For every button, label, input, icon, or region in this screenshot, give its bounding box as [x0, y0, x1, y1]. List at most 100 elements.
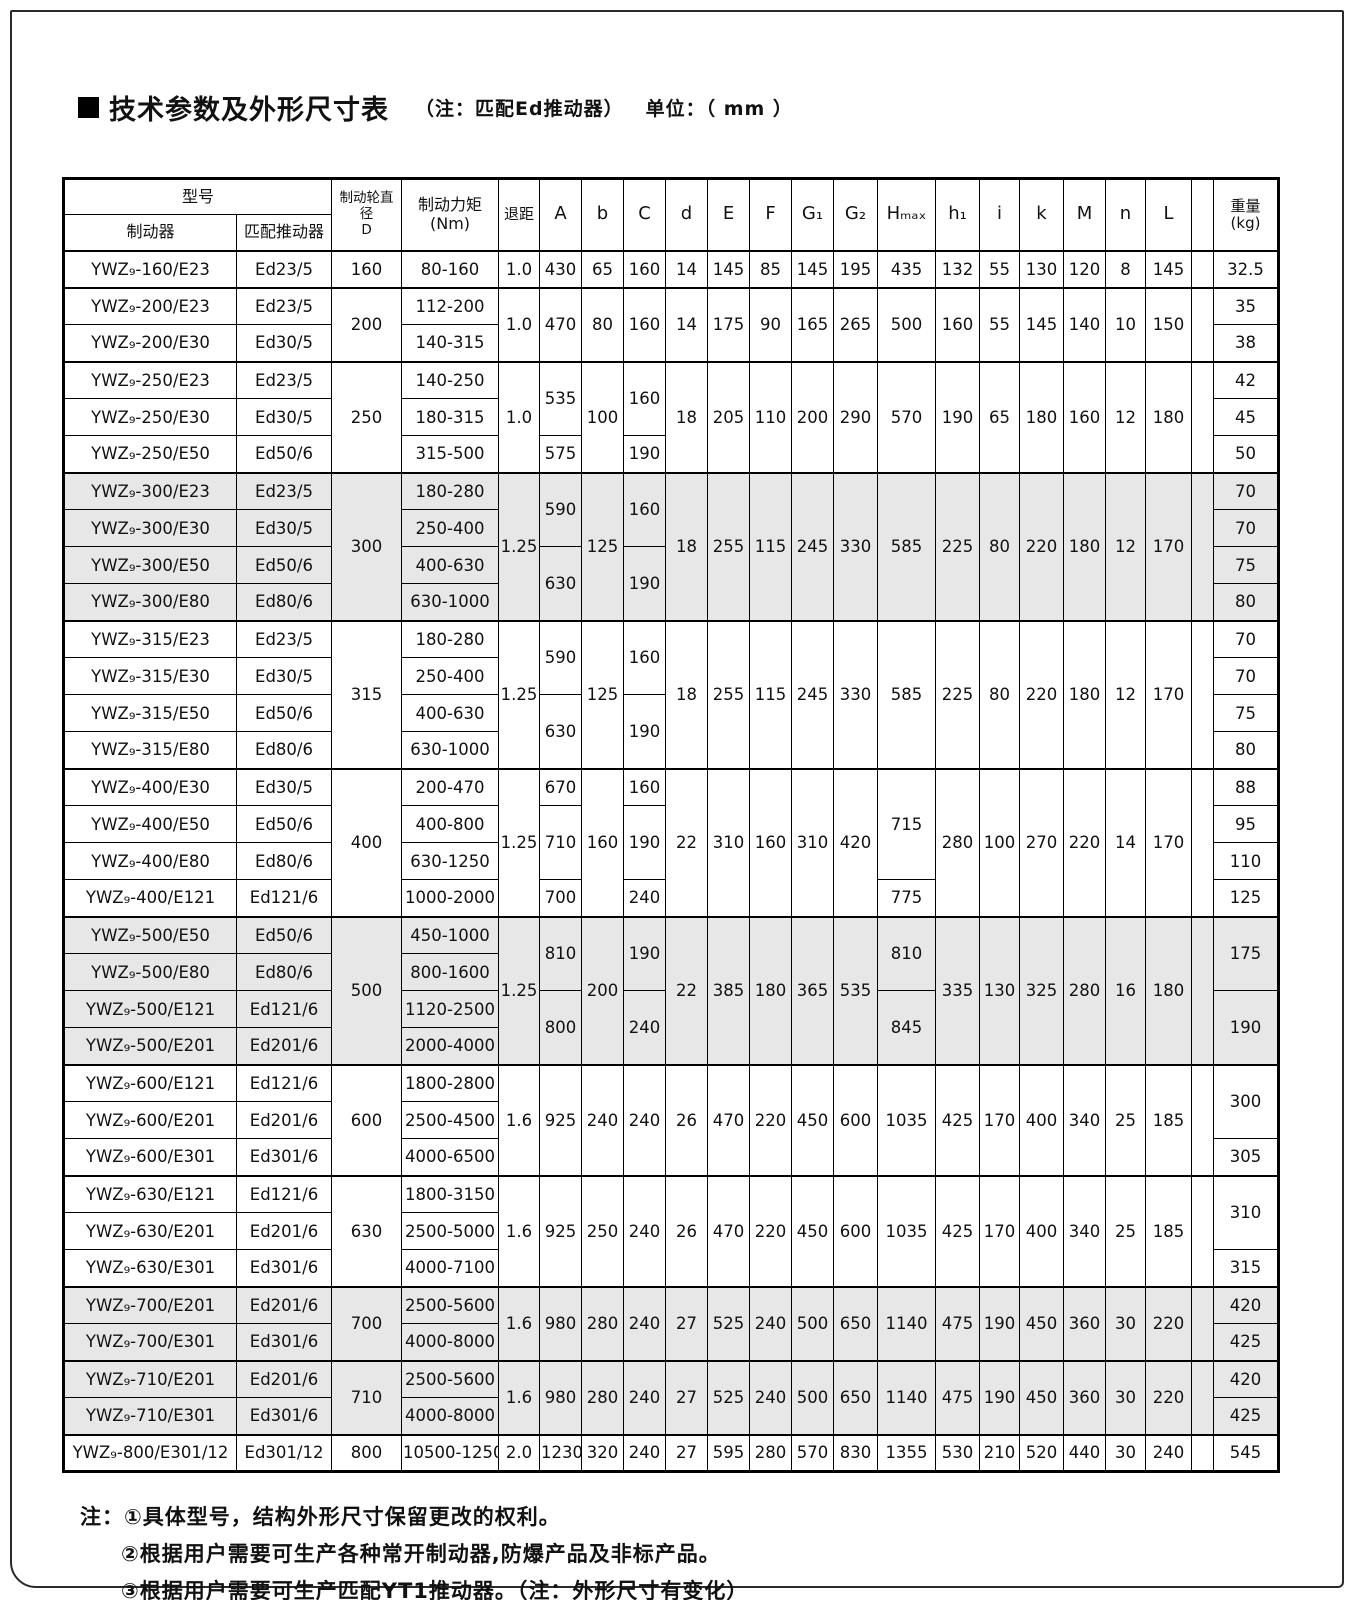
- table-cell: 800: [539, 990, 583, 1065]
- column-header: G₁: [791, 178, 835, 251]
- table-cell: 300: [1213, 1063, 1280, 1139]
- table-cell: 1800-2800: [401, 1063, 500, 1102]
- table-cell: 22: [665, 767, 709, 917]
- table-cell: 400-630: [401, 546, 500, 584]
- table-cell: 980: [539, 1359, 583, 1435]
- column-header: M: [1063, 178, 1107, 251]
- table-cell: 112-200: [401, 286, 500, 325]
- table-cell: [1191, 619, 1215, 769]
- table-cell: Ed121/6: [235, 1063, 333, 1102]
- table-cell: 220: [1145, 1359, 1193, 1435]
- column-header: 制动轮直径 D: [331, 178, 403, 251]
- table-cell: 65: [979, 360, 1021, 473]
- table-cell: 280: [935, 767, 981, 917]
- table-cell: 340: [1063, 1174, 1107, 1287]
- table-cell: 245: [791, 619, 835, 769]
- table-cell: 160: [581, 767, 625, 917]
- table-cell: Ed50/6: [235, 435, 333, 473]
- table-cell: YWZ₉-700/E201: [63, 1285, 237, 1324]
- table-cell: 160: [623, 767, 667, 806]
- table-cell: 200: [791, 360, 835, 473]
- column-header: 制动器: [63, 214, 237, 251]
- table-cell: 18: [665, 360, 709, 473]
- column-header: E: [707, 178, 751, 251]
- table-row: YWZ₉-630/E301 Ed301/6 4000-7100 315: [63, 1249, 1280, 1287]
- table-row: YWZ₉-200/E30 Ed30/5 140-315 38: [63, 324, 1280, 362]
- table-cell: 80: [979, 619, 1021, 769]
- table-cell: 715: [877, 767, 937, 880]
- table-cell: 220: [1145, 1285, 1193, 1361]
- table-cell: 570: [791, 1433, 835, 1472]
- table-cell: 8: [1105, 249, 1147, 288]
- table-cell: YWZ₉-250/E30: [63, 398, 237, 436]
- table-cell: 315-500: [401, 435, 500, 473]
- table-cell: 30: [1105, 1359, 1147, 1435]
- table-cell: 925: [539, 1063, 583, 1176]
- column-header: 制动力矩 (Nm): [401, 178, 500, 251]
- table-cell: Ed30/5: [235, 398, 333, 436]
- table-cell: Ed201/6: [235, 1212, 333, 1250]
- table-cell: 190: [623, 546, 667, 621]
- table-cell: 400: [1019, 1174, 1065, 1287]
- table-cell: 175: [1213, 915, 1280, 991]
- table-row: YWZ₉-500/E80 Ed80/6 800-1600: [63, 953, 1279, 991]
- table-cell: 12: [1105, 360, 1147, 473]
- table-cell: YWZ₉-200/E23: [63, 286, 237, 325]
- table-cell: 190: [1213, 990, 1280, 1065]
- table-cell: 200: [331, 286, 403, 362]
- table-cell: 630: [539, 546, 583, 621]
- table-cell: YWZ₉-300/E30: [63, 509, 237, 547]
- table-cell: 365: [791, 915, 835, 1065]
- table-cell: 1.6: [498, 1063, 541, 1176]
- page-title-text: 技术参数及外形尺寸表: [109, 95, 389, 126]
- header-row: 制动器 匹配推动器: [63, 214, 1279, 251]
- table-cell: 4000-7100: [401, 1249, 500, 1287]
- table-cell: 180: [1145, 360, 1193, 473]
- table-cell: 70: [1213, 657, 1280, 695]
- table-cell: 190: [623, 805, 667, 880]
- table-cell: 130: [979, 915, 1021, 1065]
- table-row: YWZ₉-250/E50 Ed50/6 315-500 575 190 50: [63, 435, 1280, 473]
- table-row: YWZ₉-315/E50 Ed50/6 400-630 630 190 75: [63, 694, 1280, 769]
- table-cell: 80: [1213, 583, 1280, 621]
- table-cell: Ed201/6: [235, 1027, 333, 1065]
- table-cell: 180-280: [401, 619, 500, 658]
- table-cell: 220: [1019, 619, 1065, 769]
- table-cell: 575: [539, 435, 583, 473]
- table-cell: 245: [791, 471, 835, 621]
- table-cell: 1.0: [498, 286, 541, 362]
- table-cell: 530: [935, 1433, 981, 1472]
- table-cell: Ed80/6: [235, 731, 333, 769]
- table-cell: 80: [979, 471, 1021, 621]
- table-cell: 32.5: [1213, 249, 1280, 288]
- table-cell: 1.25: [498, 471, 541, 621]
- column-header: 重量 (kg): [1213, 178, 1280, 251]
- table-cell: Ed30/5: [235, 509, 333, 547]
- table-cell: 45: [1213, 398, 1280, 436]
- table-row: YWZ₉-700/E201 Ed201/6 700 2500-5600 1.6 980 28…: [63, 1285, 1280, 1361]
- table-cell: 190: [623, 694, 667, 769]
- table-row: YWZ₉-500/E50 Ed50/6 500 450-1000 1.25 810 200 1…: [63, 915, 1280, 1065]
- table-cell: 80: [1213, 731, 1280, 769]
- table-cell: YWZ₉-400/E30: [63, 767, 237, 806]
- table-cell: 1.25: [498, 915, 541, 1065]
- table-cell: Ed30/5: [235, 657, 333, 695]
- table-cell: 1000-2000: [401, 879, 500, 917]
- table-cell: 475: [935, 1359, 981, 1435]
- table-cell: Ed121/6: [235, 990, 333, 1028]
- table-cell: Ed201/6: [235, 1101, 333, 1139]
- table-cell: YWZ₉-630/E201: [63, 1212, 237, 1250]
- table-cell: 210: [979, 1433, 1021, 1472]
- table-cell: 525: [707, 1285, 751, 1361]
- table-cell: 650: [833, 1359, 879, 1435]
- table-cell: 800-1600: [401, 953, 500, 991]
- table-cell: [1191, 471, 1215, 621]
- table-cell: 710: [539, 805, 583, 880]
- table-cell: 800: [331, 1433, 403, 1472]
- table-cell: Ed23/5: [235, 360, 333, 399]
- table-cell: 600: [331, 1063, 403, 1176]
- table-cell: 585: [877, 471, 937, 621]
- table-cell: 590: [539, 619, 583, 695]
- table-cell: 500: [331, 915, 403, 1065]
- table-cell: 180: [749, 915, 793, 1065]
